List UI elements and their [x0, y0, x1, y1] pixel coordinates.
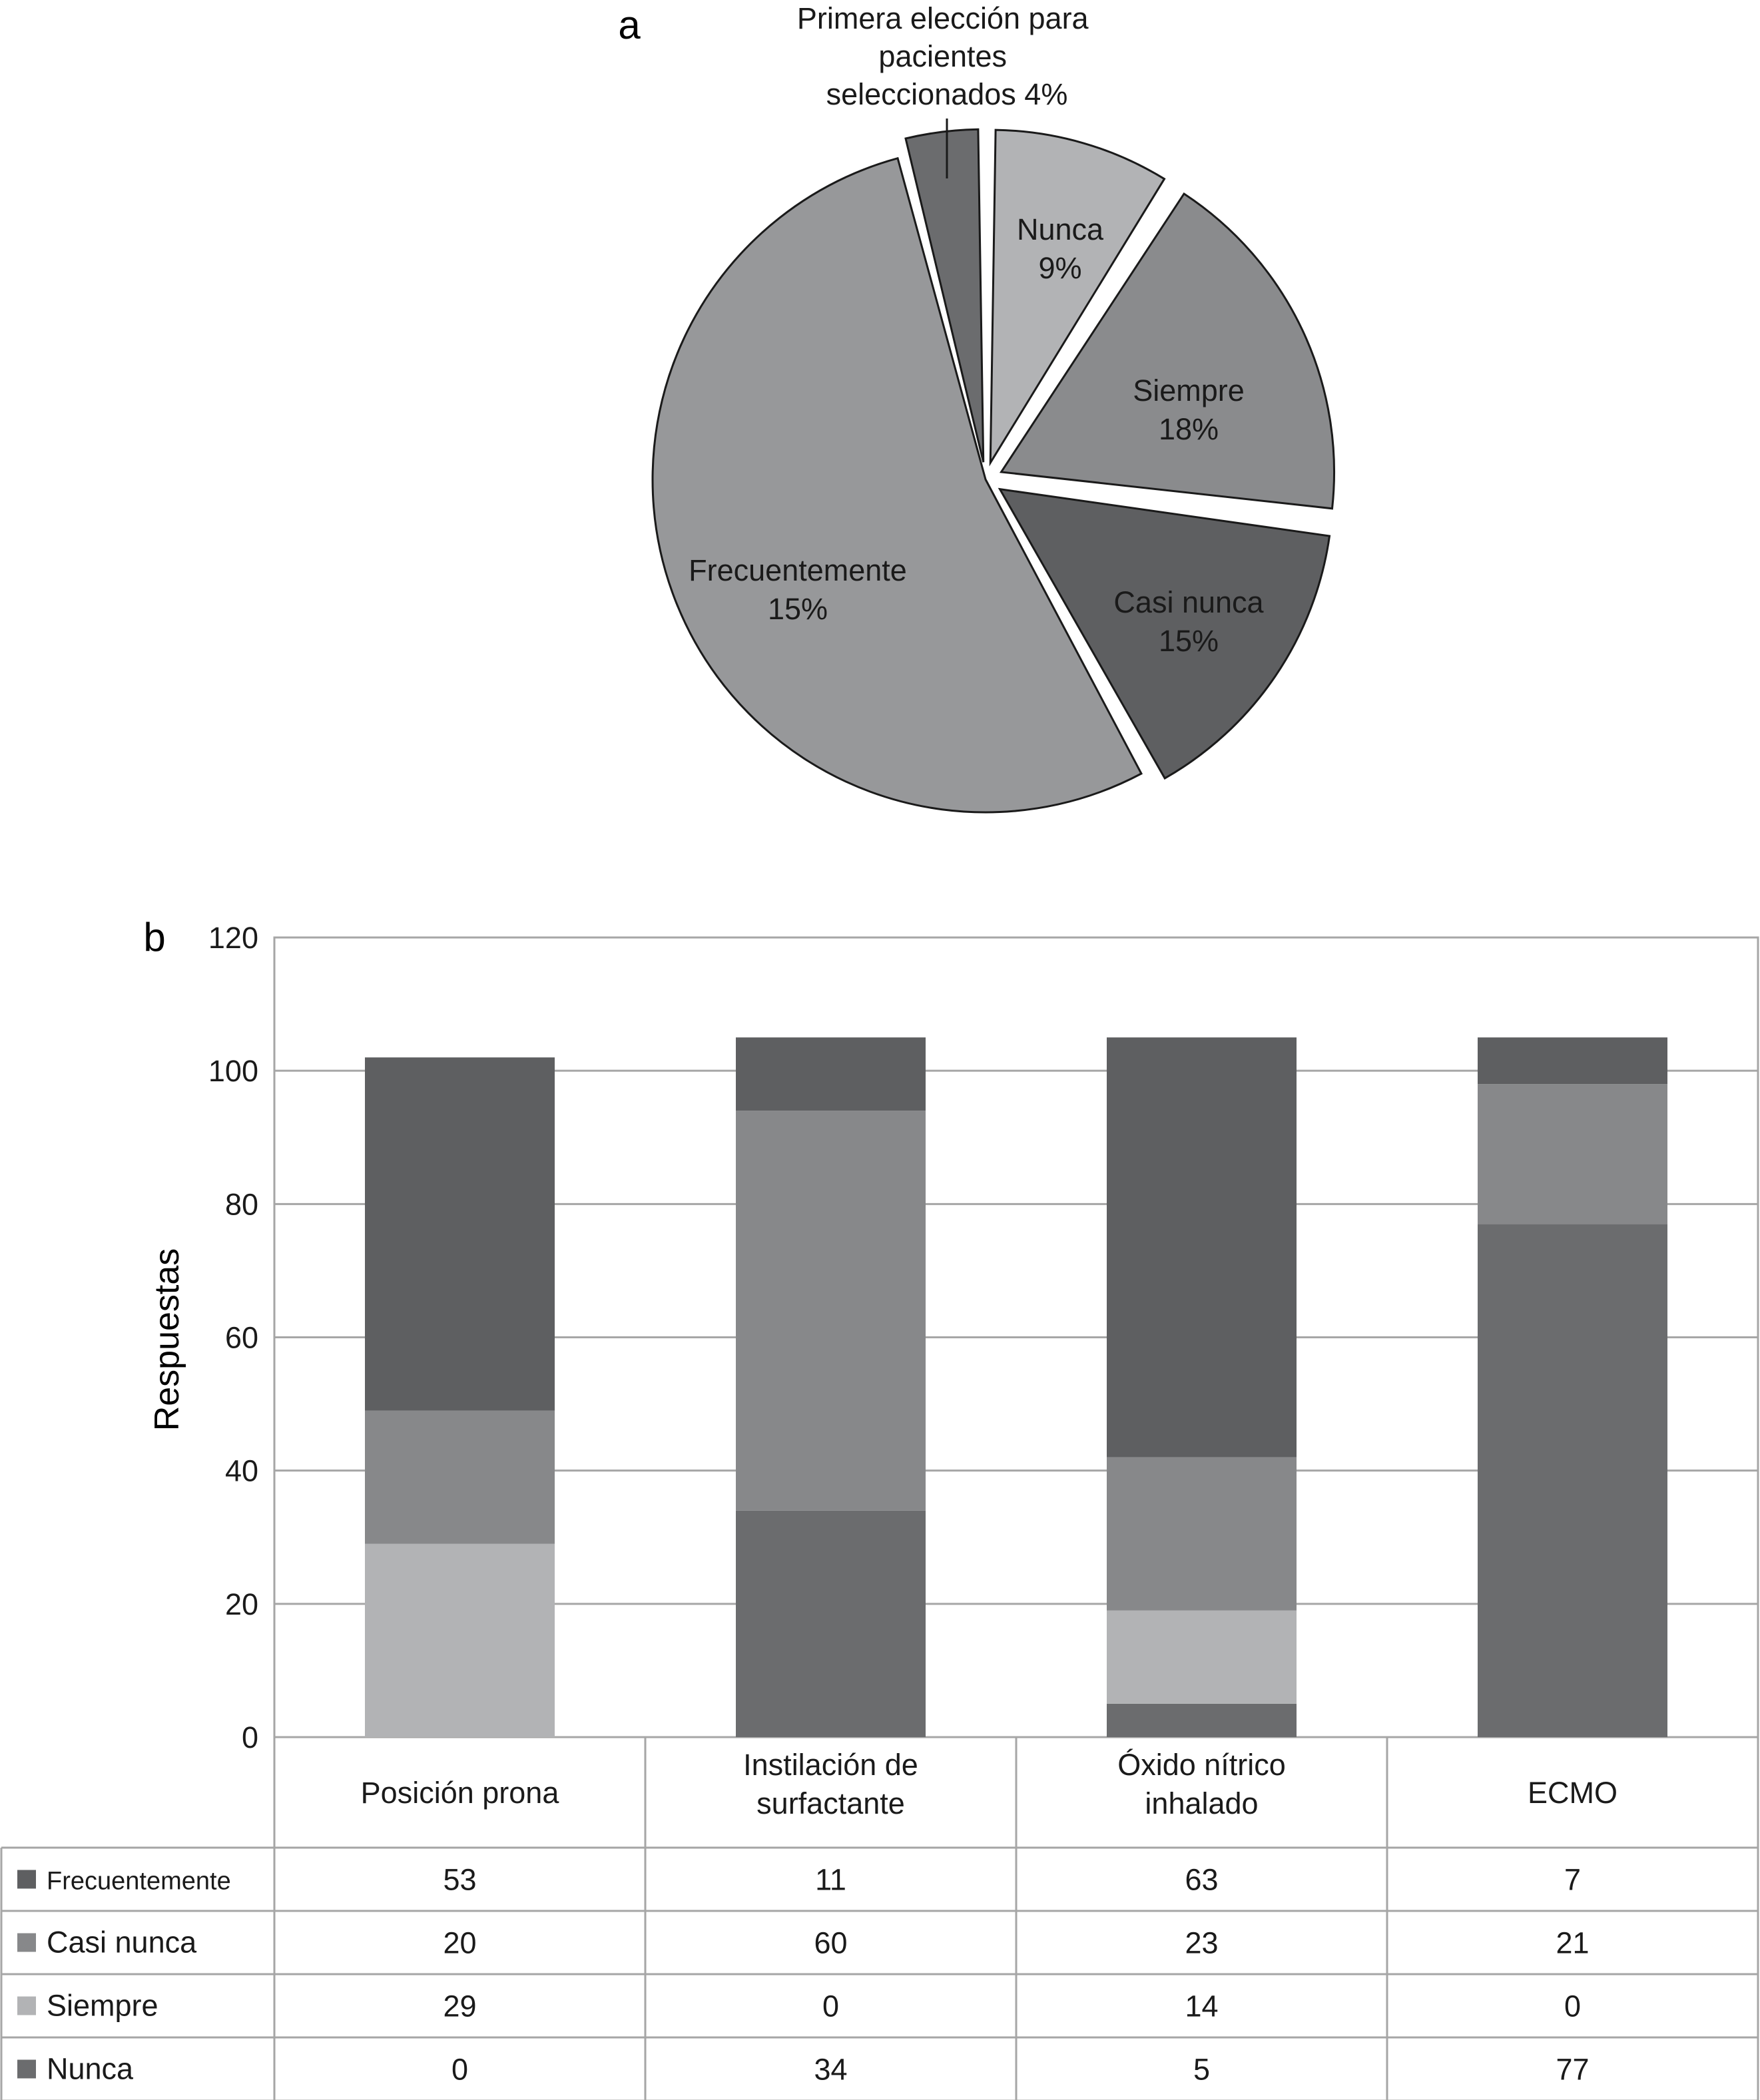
pie-slice-frecuentemente	[651, 156, 1143, 814]
table-cell-value: 53	[443, 1863, 476, 1897]
legend-label: Nunca	[47, 2052, 134, 2086]
pie-slice-percent: 15%	[1159, 624, 1219, 658]
bar-chart: 0 20 40 60 80 100 120	[208, 921, 1759, 1754]
pie-slice-nunca	[989, 129, 1166, 467]
pie-slice-label: Casi nunca	[1113, 585, 1264, 619]
pie-slice-percent: 18%	[1159, 412, 1219, 446]
pie-slice-label: Frecuentemente	[689, 553, 907, 587]
table-cell-value: 11	[815, 1863, 846, 1897]
pie-callout-line-3: seleccionados 4%	[826, 77, 1068, 111]
category-label: ECMO	[1528, 1776, 1617, 1810]
bar-segment-nunca	[1107, 1703, 1297, 1737]
table-cell-value: 20	[443, 1926, 476, 1960]
legend-label: Siempre	[47, 1989, 158, 2023]
y-tick-label: 40	[225, 1454, 258, 1488]
data-table: Posición prona Instilación de surfactante Ó…	[0, 1737, 1759, 2100]
bar-segment-nunca	[1478, 1224, 1667, 1737]
bar-segment-frecuentemente	[1107, 1037, 1297, 1457]
y-tick-label: 100	[208, 1054, 258, 1088]
pie-callout-label: Primera elección para pacientes seleccio…	[797, 1, 1097, 111]
category-label: Instilación de	[743, 1748, 918, 1782]
table-cell-value: 14	[1185, 1989, 1218, 2023]
panel-b-label: b	[143, 915, 165, 959]
bar-segment-frecuentemente	[1478, 1037, 1667, 1085]
bar-segment-casi-nunca	[365, 1410, 555, 1544]
table-cell-value: 29	[443, 1989, 476, 2023]
pie-chart: Nunca 9% Siempre 18% Casi nunca 15% Frecuentem…	[651, 128, 1336, 814]
pie-slice-casi-nunca	[998, 487, 1331, 780]
pie-slice-primera-eleccion-para-pacientes-seleccionados	[904, 128, 985, 463]
y-tick-label: 120	[208, 921, 258, 955]
legend-swatch-casi-nunca	[17, 1933, 36, 1952]
pie-slice-label: Siempre	[1133, 374, 1245, 407]
pie-callout-line-2: pacientes	[878, 39, 1007, 73]
bar-segment-siempre	[1107, 1610, 1297, 1704]
legend-label: Frecuentemente	[47, 1868, 231, 1896]
table-cell-value: 0	[451, 2053, 468, 2087]
pie-slice-siempre	[999, 192, 1336, 510]
table-cell-value: 21	[1556, 1926, 1589, 1960]
bar-segment-casi-nunca	[1478, 1084, 1667, 1224]
table-cell-value: 60	[814, 1926, 847, 1960]
table-cell-value: 63	[1185, 1863, 1218, 1897]
y-tick-label: 60	[225, 1321, 258, 1355]
legend-swatch-frecuentemente	[17, 1870, 36, 1889]
pie-slice-percent: 9%	[1038, 251, 1081, 285]
bar-segment-frecuentemente	[736, 1037, 926, 1111]
bar-segment-siempre	[365, 1543, 555, 1737]
table-cell-value: 77	[1556, 2053, 1589, 2087]
table-cell-value: 23	[1185, 1926, 1218, 1960]
table-cell-value: 0	[822, 1989, 839, 2023]
bar-segment-frecuentemente	[365, 1057, 555, 1411]
category-label: Óxido nítrico	[1117, 1748, 1286, 1782]
pie-slice-label: Nunca	[1017, 212, 1104, 246]
legend-swatch-siempre	[17, 1996, 36, 2015]
y-tick-label: 0	[242, 1720, 258, 1754]
y-tick-label: 20	[225, 1587, 258, 1621]
category-label: Posición prona	[361, 1776, 560, 1810]
pie-callout-line-1: Primera elección para	[797, 1, 1089, 35]
table-cell-value: 0	[1564, 1989, 1581, 2023]
bar-segment-casi-nunca	[1107, 1457, 1297, 1611]
table-cell-value: 7	[1564, 1863, 1581, 1897]
panel-a-label: a	[618, 3, 641, 47]
pie-slice-percent: 15%	[768, 592, 828, 626]
y-axis-label: Respuestas	[148, 1248, 186, 1432]
y-tick-label: 80	[225, 1187, 258, 1221]
bar-segment-casi-nunca	[736, 1111, 926, 1511]
legend-label: Casi nunca	[47, 1926, 197, 1960]
table-cell-value: 34	[814, 2053, 847, 2087]
bar-segment-nunca	[736, 1510, 926, 1737]
category-label: surfactante	[756, 1786, 905, 1820]
table-cell-value: 5	[1193, 2053, 1210, 2087]
legend-swatch-nunca	[17, 2059, 36, 2079]
category-label: inhalado	[1145, 1786, 1258, 1820]
